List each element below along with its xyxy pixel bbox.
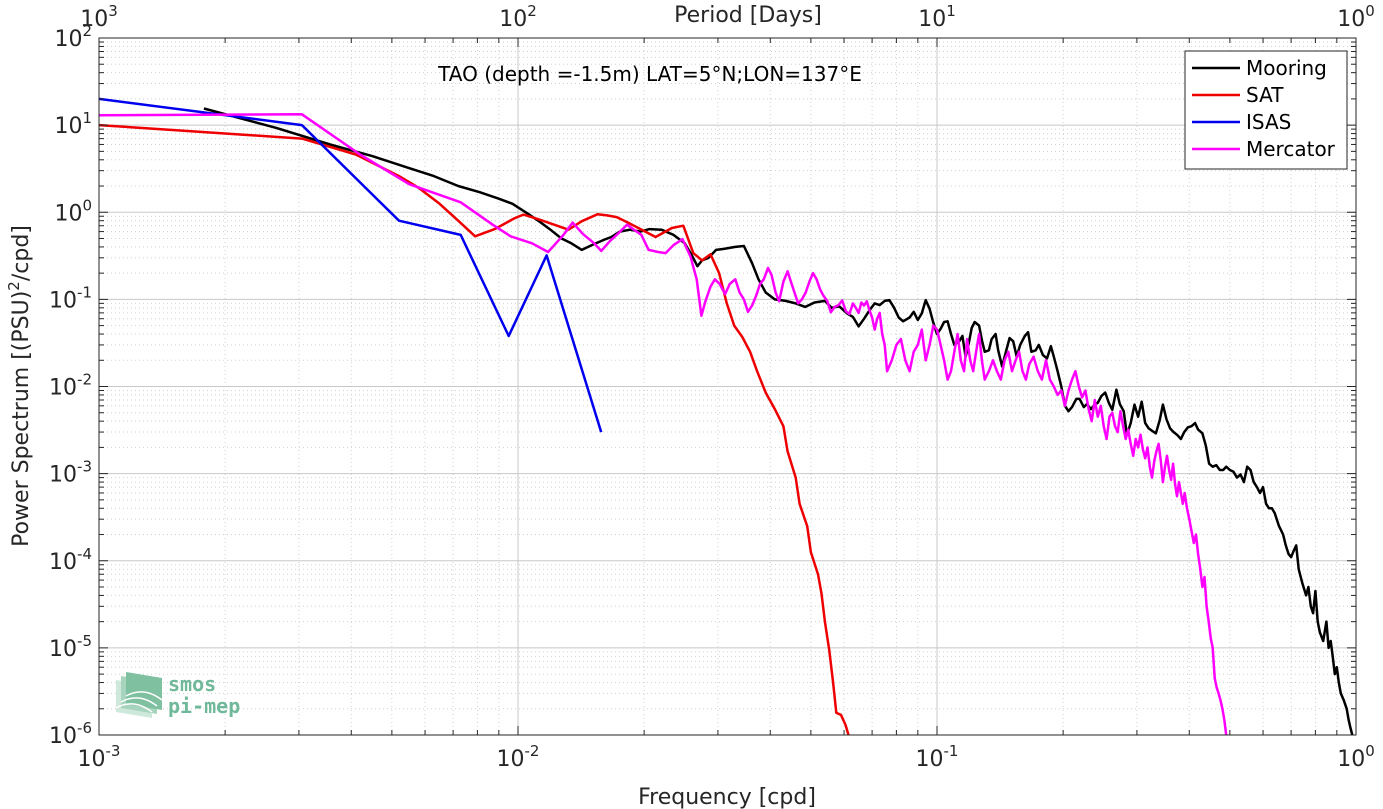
x-tick-label: 10-3 (78, 742, 121, 772)
legend-label-isas: ISAS (1246, 110, 1291, 134)
logo-mark-icon (115, 672, 163, 718)
y-tick-label: 102 (54, 22, 92, 52)
y-tick-exp: -5 (77, 632, 92, 650)
x2-tick-base: 10 (1337, 7, 1365, 32)
legend-label-mooring: Mooring (1246, 56, 1327, 80)
x-tick-label: 10-1 (916, 742, 959, 772)
x-tick-exp: 0 (1365, 742, 1375, 760)
y-tick-base: 10 (54, 201, 82, 226)
logo-text-line1: smos (168, 672, 216, 696)
y-tick-base: 10 (49, 376, 77, 401)
y-tick-label: 101 (54, 109, 92, 139)
y-tick-exp: -1 (77, 283, 92, 301)
y-axis-label: Power Spectrum [(PSU)2/cpd] (5, 225, 34, 547)
x2-tick-label: 102 (499, 2, 537, 32)
x-tick-label: 10-2 (497, 742, 540, 772)
x2-tick-base: 10 (918, 7, 946, 32)
top-axis-label: Period [Days] (674, 3, 822, 28)
x-tick-base: 10 (916, 747, 944, 772)
logo-text-line2: pi-mep (168, 694, 240, 718)
y-tick-exp: -4 (77, 545, 92, 563)
chart-annotation: TAO (depth =-1.5m) LAT=5°N;LON=137°E (437, 62, 862, 86)
series-line-mercator (99, 113, 1228, 735)
y-tick-base: 10 (54, 114, 82, 139)
y-tick-base: 10 (54, 27, 82, 52)
y-tick-exp: -3 (77, 458, 92, 476)
x2-tick-exp: 3 (108, 2, 118, 20)
y-tick-base: 10 (49, 288, 77, 313)
y-tick-label: 10-6 (49, 719, 92, 749)
y-tick-exp: 0 (82, 196, 92, 214)
y-axis-label-main: Power Spectrum [(PSU) (9, 291, 34, 547)
y-tick-exp: 2 (82, 22, 92, 40)
x2-tick-base: 10 (499, 7, 527, 32)
grid (98, 37, 1357, 736)
legend: Mooring SAT ISAS Mercator (1184, 50, 1348, 170)
legend-label-mercator: Mercator (1246, 137, 1336, 161)
y-tick-label: 10-1 (49, 283, 92, 313)
y-tick-base: 10 (49, 724, 77, 749)
x-tick-exp: -2 (525, 742, 540, 760)
y-tick-base: 10 (49, 550, 77, 575)
y-tick-label: 100 (54, 196, 92, 226)
y-axis-label-sup: 2 (5, 281, 23, 291)
series-line-sat (99, 123, 850, 735)
x-tick-exp: -1 (944, 742, 959, 760)
x2-tick-exp: 2 (527, 2, 537, 20)
series-line-isas (99, 97, 603, 433)
x-axis-label: Frequency [cpd] (638, 785, 816, 809)
y-tick-label: 10-4 (49, 545, 92, 575)
x-tick-label: 100 (1337, 742, 1375, 772)
y-tick-exp: -6 (77, 719, 92, 737)
y-tick-label: 10-2 (49, 371, 92, 401)
x-tick-base: 10 (497, 747, 525, 772)
y-tick-label: 10-5 (49, 632, 92, 662)
y-tick-label: 10-3 (49, 458, 92, 488)
smos-pi-mep-logo: smos pi-mep (115, 672, 240, 718)
x-tick-exp: -3 (106, 742, 121, 760)
x2-tick-label: 101 (918, 2, 956, 32)
x-tick-base: 10 (78, 747, 106, 772)
y-axis-label-tail: /cpd] (9, 225, 34, 281)
x2-tick-label: 103 (80, 2, 118, 32)
x2-tick-exp: 1 (946, 2, 956, 20)
x2-tick-exp: 0 (1365, 2, 1375, 20)
y-tick-base: 10 (49, 637, 77, 662)
series-layer (99, 97, 1354, 735)
y-tick-exp: 1 (82, 109, 92, 127)
y-tick-exp: -2 (77, 371, 92, 389)
y-tick-base: 10 (49, 463, 77, 488)
x-tick-base: 10 (1337, 747, 1365, 772)
x2-tick-base: 10 (80, 7, 108, 32)
legend-label-sat: SAT (1246, 83, 1284, 107)
x2-tick-label: 100 (1337, 2, 1375, 32)
series-line-mooring (203, 107, 1354, 735)
